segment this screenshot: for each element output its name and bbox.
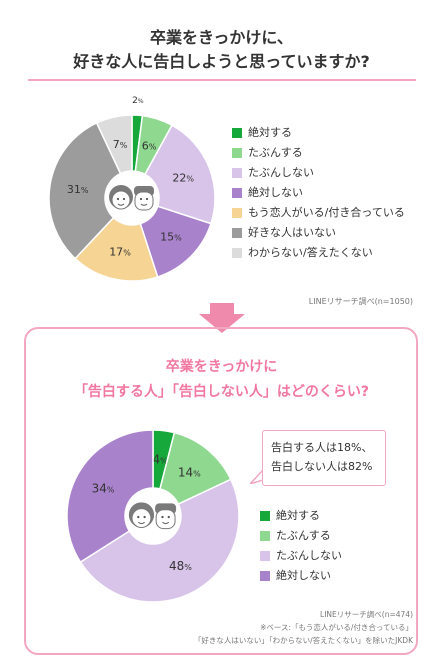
legend2-item-3: 絶対しない <box>260 569 342 589</box>
legend2-label-0: 絶対する <box>276 509 320 522</box>
base-note-line2: 「好きな人はいない」「わからない/答えたくない」を除いたJKDK <box>193 636 413 645</box>
pie1-value-label-3: 15% <box>160 231 182 244</box>
legend1-swatch-3 <box>232 188 242 198</box>
chart-title-line2: 好きな人に告白しようと思っていますか? <box>73 52 370 71</box>
legend1-label-3: 絶対しない <box>248 186 303 199</box>
legend2-item-0: 絶対する <box>260 509 342 529</box>
pie1-value-label-1: 6% <box>142 140 157 153</box>
legend1-label-4: もう恋人がいる/付き合っている <box>248 206 405 219</box>
couple-faces-icon <box>109 185 154 211</box>
pie1-value-label-6: 7% <box>113 138 128 151</box>
source-note-1: LINEリサーチ調べ(n=1050) <box>308 297 413 306</box>
summary-callout: 告白する人は18%、 告白しない人は82% <box>262 430 386 486</box>
legend1-item-3: 絶対しない <box>232 186 405 206</box>
legend2-item-2: たぶんしない <box>260 549 342 569</box>
legend1-item-5: 好きな人はいない <box>232 226 405 246</box>
legend2-label-3: 絶対しない <box>276 569 331 582</box>
legend2-swatch-2 <box>260 551 270 561</box>
legend1-label-0: 絶対する <box>248 126 292 139</box>
pie2-value-label-0: 4% <box>153 453 169 467</box>
legend1-swatch-0 <box>232 128 242 138</box>
legend1-item-1: たぶんする <box>232 146 405 166</box>
legend1-label-1: たぶんする <box>248 146 303 159</box>
legend-1: 絶対するたぶんするたぶんしない 絶対しないもう恋人がいる/付き合っている 好きな人は… <box>232 126 405 266</box>
legend1-item-4: もう恋人がいる/付き合っている <box>232 206 405 226</box>
section2-frame <box>24 327 418 655</box>
legend1-swatch-5 <box>232 228 242 238</box>
title-divider <box>28 79 416 81</box>
chart-title-line1: 卒業をきっかけに、 <box>150 28 293 47</box>
legend2-label-1: たぶんする <box>276 529 331 542</box>
callout-line2: 告白しない人は82% <box>271 460 373 473</box>
legend2-swatch-3 <box>260 571 270 581</box>
pie1-value-label-2: 22% <box>172 172 194 185</box>
pie1-value-label-5: 31% <box>67 183 89 196</box>
pie1-slice-6 <box>95 114 133 175</box>
callout-line1: 告白する人は18%、 <box>271 441 373 454</box>
pie1-value-label-4: 17% <box>109 246 131 259</box>
pie1-slice-5 <box>48 121 122 260</box>
legend1-label-2: たぶんしない <box>248 166 314 179</box>
down-arrow-icon <box>199 303 245 333</box>
legend1-item-2: たぶんしない <box>232 166 405 186</box>
source-note-2: LINEリサーチ調べ(n=474) ※ベース:「もう恋人がいる/付き合っている」… <box>194 608 413 647</box>
legend1-swatch-4 <box>232 208 242 218</box>
source-note-2-line1: LINEリサーチ調べ(n=474) <box>320 610 413 619</box>
base-note-line1: ※ベース:「もう恋人がいる/付き合っている」 <box>260 623 413 632</box>
section2-heading-line1: 卒業をきっかけに <box>165 359 278 375</box>
legend1-swatch-2 <box>232 168 242 178</box>
legend1-swatch-1 <box>232 148 242 158</box>
legend1-item-6: わからない/答えたくない <box>232 246 405 266</box>
pie2-slice-3 <box>66 429 154 564</box>
pie2-slice-2 <box>79 478 240 603</box>
pie2-value-label-2: 48% <box>169 559 192 573</box>
section2-heading-line2: 「告白する人」「告白しない人」はどのくらい? <box>73 384 370 400</box>
legend2-swatch-0 <box>260 511 270 521</box>
legend1-swatch-6 <box>232 248 242 258</box>
pie2-value-label-3: 34% <box>92 482 115 496</box>
couple-faces-icon <box>128 502 177 530</box>
legend1-label-6: わからない/答えたくない <box>248 246 373 259</box>
legend1-label-5: 好きな人はいない <box>248 226 336 239</box>
pie1-value-label-0: 2% <box>132 96 144 106</box>
legend2-swatch-1 <box>260 531 270 541</box>
pie1-slice-2 <box>143 124 216 225</box>
legend2-item-1: たぶんする <box>260 529 342 549</box>
pie1-slice-3 <box>139 205 212 278</box>
legend-2: 絶対するたぶんするたぶんしない 絶対しない <box>260 509 342 589</box>
legend2-label-2: たぶんしない <box>276 549 342 562</box>
pie1-slice-4 <box>74 216 159 282</box>
pie2-value-label-1: 14% <box>178 465 201 479</box>
legend1-item-0: 絶対する <box>232 126 405 146</box>
